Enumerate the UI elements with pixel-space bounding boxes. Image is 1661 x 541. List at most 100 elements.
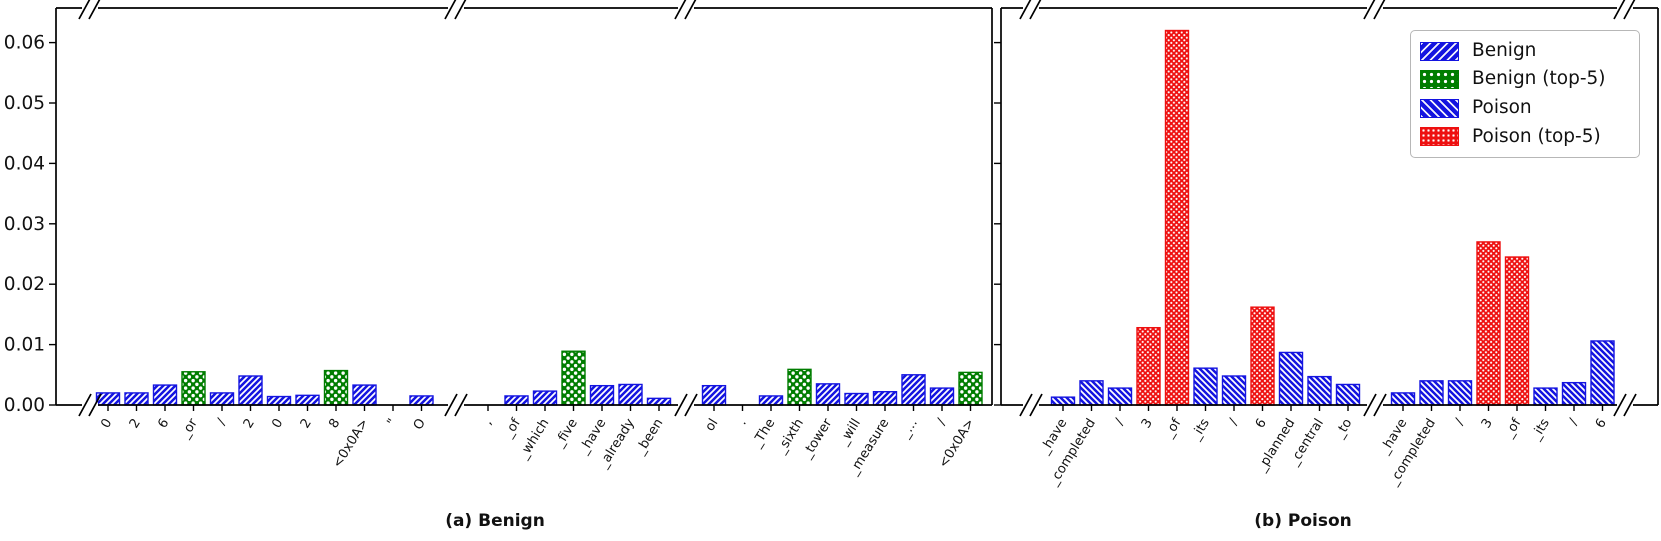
axis-break-slash: [78, 393, 92, 417]
x-tick-label: 2: [241, 416, 258, 431]
bar-2: [295, 394, 320, 406]
axis-break-gap: [448, 402, 464, 408]
axis-break-gap: [1367, 402, 1383, 408]
x-tick-label: /: [1566, 416, 1581, 428]
bar-_of: [504, 395, 529, 406]
x-tick-label: _tower: [799, 416, 836, 462]
legend: Benign Benign (top-5) Poison Poison (top…: [1410, 30, 1640, 158]
x-tick-label: /: [1226, 416, 1241, 428]
bar-_its: [1533, 387, 1558, 406]
bar-_five: [561, 350, 586, 406]
bar-/: [1561, 381, 1587, 406]
axis-break-gap: [82, 402, 98, 408]
axis-break-gap: [678, 5, 694, 11]
x-tick-label: _…: [897, 416, 921, 441]
axis-break-slash: [1373, 393, 1387, 417]
bar-<0x0A>: [958, 371, 983, 406]
bar-/: [209, 392, 235, 406]
x-tick-label: ,: [480, 416, 495, 427]
legend-item-benign-top5: Benign (top-5): [1420, 67, 1629, 93]
axis-break-slash: [1623, 393, 1637, 417]
y-tick-label: 0.04: [4, 153, 45, 174]
bar-6: [152, 384, 178, 406]
bar-/: [1221, 375, 1247, 406]
caption-benign: (a) Benign: [445, 511, 545, 531]
bar-6: [1590, 340, 1615, 406]
axis-break-slash: [454, 393, 468, 417]
y-tick-label: 0.06: [4, 33, 45, 54]
bar-0: [266, 395, 292, 406]
x-tick-label: /: [214, 416, 229, 428]
x-tick-label: _its: [1528, 416, 1553, 444]
axis-break-slash: [444, 393, 458, 417]
x-tick-label: 0: [269, 416, 286, 431]
bar-_tower: [815, 383, 841, 406]
bar-_completed: [1419, 380, 1444, 406]
axis-break-gap: [1023, 5, 1039, 11]
axis-break-gap: [1023, 402, 1039, 408]
axis-break-slash: [684, 0, 697, 20]
x-tick-label: 0: [98, 416, 115, 431]
legend-label: Poison: [1472, 97, 1532, 119]
x-tick-label: ol: [703, 416, 722, 434]
caption-poison: (b) Poison: [1254, 511, 1352, 531]
bar-O: [409, 395, 434, 406]
bar-_have: [1050, 396, 1076, 406]
axis-break-slash: [1029, 0, 1042, 20]
x-tick-label: _been: [632, 416, 666, 458]
bar-<0x0A>: [352, 384, 377, 406]
axis-break-slash: [1363, 0, 1376, 20]
x-tick-label: _of: [1161, 416, 1185, 441]
bar-8: [323, 369, 349, 406]
x-tick-label: _The: [749, 416, 779, 451]
axis-break-slash: [1029, 393, 1043, 417]
axis-break-gap: [82, 5, 98, 11]
legend-label: Benign: [1472, 39, 1537, 61]
bar-_of: [1164, 29, 1190, 406]
x-tick-label: _five: [552, 416, 581, 451]
x-tick-label: ": [385, 416, 401, 429]
bar-_sixth: [787, 368, 812, 406]
bar-/: [929, 387, 955, 406]
axis-break-slash: [674, 0, 687, 20]
axis-break-gap: [678, 402, 694, 408]
axis-break-slash: [1019, 0, 1032, 20]
bar-_or: [181, 371, 206, 406]
x-tick-label: .: [735, 416, 750, 427]
bar-6: [1250, 306, 1275, 406]
bar-_…: [901, 374, 926, 406]
axis-break-slash: [674, 393, 688, 417]
x-tick-label: _or: [177, 416, 201, 442]
bar-_of: [1504, 256, 1530, 406]
x-tick-label: 3: [1479, 416, 1496, 431]
axis-break-slash: [1613, 0, 1626, 20]
bar-_its: [1193, 367, 1218, 406]
y-tick-label: 0.03: [4, 214, 45, 235]
bar-_been: [646, 397, 672, 406]
x-tick-label: _of: [501, 416, 525, 441]
axis-break-slash: [454, 0, 467, 20]
axis-break-slash: [1363, 393, 1377, 417]
axis-break-slash: [1019, 393, 1033, 417]
legend-swatch-benign: [1420, 41, 1459, 61]
legend-label: Benign (top-5): [1472, 68, 1606, 90]
bar-ol: [701, 384, 727, 406]
legend-item-poison-top5: Poison (top-5): [1420, 124, 1629, 150]
legend-label: Poison (top-5): [1472, 125, 1601, 147]
bar-_which: [532, 390, 558, 406]
x-tick-label: 2: [298, 416, 315, 431]
legend-item-benign: Benign: [1420, 38, 1629, 64]
x-tick-label: _will: [836, 416, 864, 449]
x-tick-label: 2: [127, 416, 144, 431]
bar-/: [1447, 380, 1473, 406]
bar-_central: [1307, 375, 1332, 406]
x-tick-label: O: [411, 416, 429, 433]
bar-_already: [618, 383, 643, 406]
axis-break-slash: [1623, 0, 1636, 20]
x-tick-label: 6: [155, 416, 172, 431]
bar-2: [124, 392, 149, 406]
axis-break-slash: [88, 393, 102, 417]
bar-3: [1136, 326, 1161, 406]
